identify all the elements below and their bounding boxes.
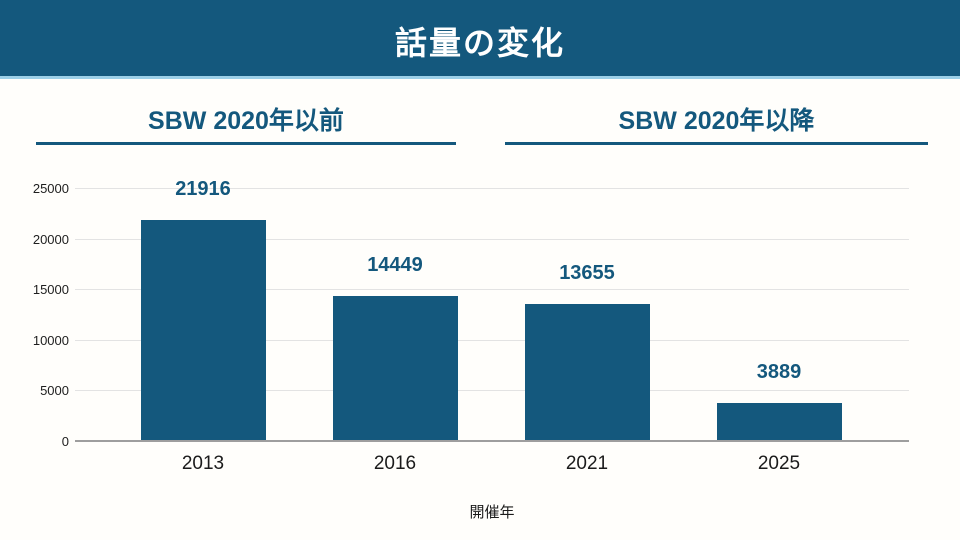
x-tick-label: 2021 xyxy=(565,453,609,474)
gridline xyxy=(75,238,909,240)
section-header-label: SBW 2020年以降 xyxy=(618,107,815,135)
y-tick-label: 20000 xyxy=(32,231,69,247)
bar-value-label: 3889 xyxy=(756,360,802,383)
section-header-before-2020: SBW 2020年以前 xyxy=(36,104,456,145)
y-tick-label: 10000 xyxy=(32,332,69,348)
bar-slot: 21916 xyxy=(107,178,299,442)
title-banner: 話量の変化 xyxy=(0,0,960,79)
gridline xyxy=(75,390,909,392)
y-tick-label: 5000 xyxy=(40,383,69,399)
page-title: 話量の変化 xyxy=(394,25,565,61)
bar-slot: 14449 xyxy=(299,254,491,442)
gridline xyxy=(75,339,909,341)
bar-2025 xyxy=(716,402,842,442)
y-tick-label: 15000 xyxy=(32,282,69,298)
bar-value-label: 14449 xyxy=(367,253,423,276)
gridline xyxy=(75,188,909,189)
bar-slot: 13655 xyxy=(491,262,683,442)
bar-value-label: 13655 xyxy=(559,261,615,284)
bars-row: 21916 14449 13655 3889 xyxy=(107,178,875,442)
x-tick-label: 2025 xyxy=(757,453,801,474)
x-axis-title: 開催年 xyxy=(469,504,515,521)
y-tick-label: 25000 xyxy=(32,181,69,196)
bar-2021 xyxy=(524,303,650,442)
bar-2016 xyxy=(332,295,458,442)
section-header-after-2020: SBW 2020年以降 xyxy=(505,104,928,145)
section-underline xyxy=(36,142,456,145)
y-tick-label: 0 xyxy=(61,434,69,449)
section-underline xyxy=(505,142,928,145)
bar-slot: 3889 xyxy=(683,361,875,442)
section-header-label: SBW 2020年以前 xyxy=(148,107,344,135)
bar-2013 xyxy=(140,220,266,442)
bar-value-label: 21916 xyxy=(175,178,231,201)
x-tick-label: 2013 xyxy=(181,453,225,474)
x-axis-line xyxy=(75,440,909,442)
x-tick-label: 2016 xyxy=(373,453,417,474)
x-labels-row: 2013 2016 2021 2025 xyxy=(107,454,875,474)
gridline xyxy=(75,289,909,291)
plot-area: 21916 14449 13655 3889 2013 2016 2021 2025 開催年… xyxy=(33,178,909,521)
